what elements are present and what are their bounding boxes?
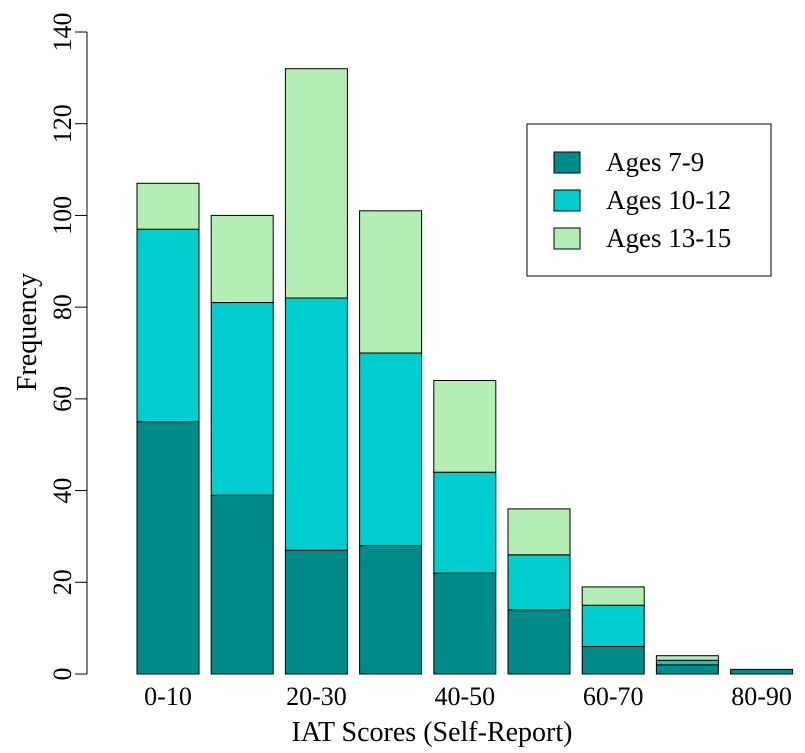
x-axis: 0-10 20-30 40-50 60-70 80-90 [144,682,792,711]
bar-20-30-series-2 [284,297,348,551]
bar-50-60-series-3 [507,508,571,556]
x-tick-label: 0-10 [144,682,192,711]
legend-label-3: Ages 13-15 [606,223,731,253]
bars-group [136,68,794,675]
bar-0-10-series-1 [136,421,200,675]
bar-60-70-series-2 [581,604,645,648]
legend-label-1: Ages 7-9 [606,147,704,177]
bar-60-70-series-3 [581,586,645,606]
legend: Ages 7-9 Ages 10-12 Ages 13-15 [526,123,772,277]
bar-0-10-series-3 [136,182,200,230]
x-tick-label: 60-70 [583,682,644,711]
y-tick-label: 120 [48,104,77,143]
bar-10-20-series-2 [210,302,274,496]
bar-70-80-series-3 [655,655,719,661]
legend-swatch-2 [553,189,581,212]
bar-50-60-series-1 [507,609,571,675]
y-tick-label: 20 [48,569,77,595]
bar-40-50-series-2 [433,471,497,574]
y-tick-label: 40 [48,478,77,504]
bar-20-30-series-3 [284,68,348,299]
legend-swatch-1 [553,151,581,174]
legend-label-2: Ages 10-12 [606,185,731,215]
bar-10-20-series-1 [210,494,274,675]
x-tick-label: 80-90 [731,682,792,711]
y-tick-label: 100 [48,196,77,235]
y-tick-label: 0 [48,668,77,681]
legend-swatch-3 [553,227,581,250]
bar-40-50-series-3 [433,380,497,473]
y-tick-label: 80 [48,294,77,320]
bar-40-50-series-1 [433,572,497,675]
bar-30-40-series-1 [359,545,423,675]
bar-70-80-series-1 [655,664,719,675]
x-axis-label: IAT Scores (Self-Report) [292,717,573,748]
x-tick-label: 20-30 [286,682,347,711]
y-axis: 0 20 40 60 80 100 120 140 [48,13,88,681]
bar-60-70-series-1 [581,646,645,675]
y-axis-label: Frequency [12,273,43,391]
bar-20-30-series-1 [284,549,348,675]
y-tick-label: 60 [48,386,77,412]
bar-0-10-series-2 [136,228,200,423]
bar-80-90-series-1 [730,668,794,675]
bar-10-20-series-3 [210,214,274,303]
bar-50-60-series-2 [507,554,571,611]
bar-30-40-series-3 [359,210,423,354]
bar-70-80-series-2 [655,659,719,666]
y-tick-label: 140 [48,13,77,52]
bar-30-40-series-2 [359,352,423,547]
x-tick-label: 40-50 [434,682,495,711]
